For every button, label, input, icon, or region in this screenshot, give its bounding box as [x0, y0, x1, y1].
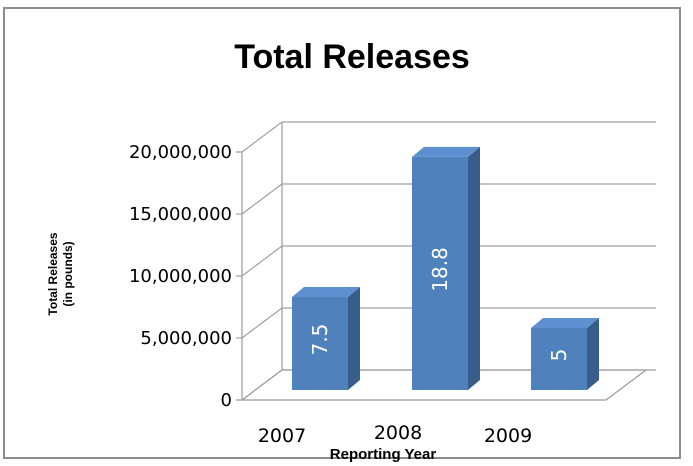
bar: 7.5	[292, 287, 360, 390]
bar-front	[292, 297, 348, 390]
bar-side	[587, 318, 599, 390]
y-axis-ticks: 0 5,000,000 10,000,000 15,000,000 20,000,000	[129, 142, 232, 411]
x-tick-label: 2009	[484, 425, 532, 447]
bar-top	[531, 318, 599, 328]
chart-title: Total Releases	[234, 38, 470, 76]
x-tick-label: 2008	[374, 422, 422, 444]
bar-side	[348, 287, 360, 390]
bar: 18.8	[412, 146, 480, 390]
y-tick-label: 5,000,000	[140, 328, 232, 349]
gridline	[241, 245, 656, 277]
y-tick-label: 20,000,000	[129, 142, 232, 163]
bars: 7.5 18.8 5	[292, 146, 599, 390]
data-label: 7.5	[308, 324, 332, 356]
gridline	[241, 183, 656, 215]
gridlines	[236, 121, 656, 401]
x-axis-ticks: 2007 2008 2009	[258, 422, 532, 447]
x-axis-title: Reporting Year	[330, 446, 437, 463]
bar-side	[468, 146, 480, 390]
y-axis-title-line-2: (in pounds)	[61, 241, 75, 306]
gridline	[241, 307, 656, 339]
y-tick-label: 10,000,000	[129, 266, 232, 287]
bar-top	[412, 146, 480, 157]
bar-front	[531, 328, 587, 390]
data-label: 5	[547, 349, 571, 362]
bar: 5	[531, 318, 599, 390]
x-tick-label: 2007	[258, 425, 306, 447]
y-tick-label: 0	[221, 390, 232, 411]
bar-top	[292, 287, 360, 297]
y-tick-label: 15,000,000	[129, 204, 232, 225]
y-axis-title: Total Releases (in pounds)	[46, 232, 75, 315]
bar-front	[412, 156, 468, 390]
gridline	[241, 121, 656, 153]
y-axis-title-line-1: Total Releases	[46, 232, 60, 315]
data-label: 18.8	[428, 247, 452, 292]
